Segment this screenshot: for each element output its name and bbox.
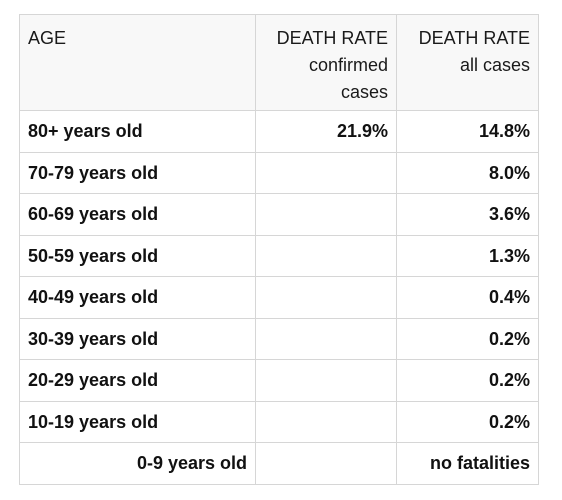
all-rate-cell: 8.0% <box>396 151 539 194</box>
table-row: 10-19 years old 0.2% <box>19 400 539 443</box>
death-rate-table-container: AGE DEATH RATE confirmed cases DEATH RAT… <box>19 14 539 485</box>
header-death-rate-confirmed-line-2: confirmed <box>308 55 388 75</box>
age-cell: 70-79 years old <box>19 151 256 194</box>
age-cell: 40-49 years old <box>19 276 256 319</box>
death-rate-by-age-table: AGE DEATH RATE confirmed cases DEATH RAT… <box>19 14 539 485</box>
header-death-rate-confirmed: DEATH RATE confirmed cases <box>255 14 397 111</box>
header-death-rate-all: DEATH RATE all cases <box>396 14 539 111</box>
confirmed-rate-cell <box>255 276 397 319</box>
age-cell: 0-9 years old <box>19 442 256 485</box>
all-rate-cell: 0.2% <box>396 359 539 402</box>
all-rate-cell: 0.4% <box>396 276 539 319</box>
header-row: AGE DEATH RATE confirmed cases DEATH RAT… <box>19 14 539 111</box>
table-row: 0-9 years old no fatalities <box>19 442 539 485</box>
table-row: 70-79 years old 8.0% <box>19 151 539 194</box>
table-row: 40-49 years old 0.4% <box>19 276 539 319</box>
table-row: 80+ years old 21.9% 14.8% <box>19 110 539 153</box>
confirmed-rate-cell <box>255 193 397 236</box>
age-cell: 20-29 years old <box>19 359 256 402</box>
confirmed-rate-cell <box>255 151 397 194</box>
age-cell: 50-59 years old <box>19 234 256 277</box>
confirmed-rate-cell <box>255 234 397 277</box>
table-row: 20-29 years old 0.2% <box>19 359 539 402</box>
all-rate-cell: 0.2% <box>396 400 539 443</box>
table-body: 80+ years old 21.9% 14.8% 70-79 years ol… <box>19 110 539 485</box>
table-row: 60-69 years old 3.6% <box>19 193 539 236</box>
table-row: 50-59 years old 1.3% <box>19 234 539 277</box>
age-cell: 30-39 years old <box>19 317 256 360</box>
all-rate-cell: 0.2% <box>396 317 539 360</box>
header-death-rate-confirmed-line-1: DEATH RATE <box>276 28 388 48</box>
all-rate-cell: 14.8% <box>396 110 539 153</box>
all-rate-cell: 1.3% <box>396 234 539 277</box>
confirmed-rate-cell <box>255 442 397 485</box>
age-cell: 10-19 years old <box>19 400 256 443</box>
confirmed-rate-cell <box>255 400 397 443</box>
confirmed-rate-cell <box>255 359 397 402</box>
age-cell: 80+ years old <box>19 110 256 153</box>
header-age: AGE <box>19 14 256 111</box>
header-death-rate-confirmed-line-3: cases <box>340 82 388 102</box>
all-rate-cell: 3.6% <box>396 193 539 236</box>
table-row: 30-39 years old 0.2% <box>19 317 539 360</box>
header-death-rate-all-line-1: DEATH RATE <box>418 28 530 48</box>
table-header: AGE DEATH RATE confirmed cases DEATH RAT… <box>19 14 539 111</box>
header-death-rate-all-line-2: all cases <box>459 55 530 75</box>
confirmed-rate-cell: 21.9% <box>255 110 397 153</box>
age-cell: 60-69 years old <box>19 193 256 236</box>
all-rate-cell: no fatalities <box>396 442 539 485</box>
confirmed-rate-cell <box>255 317 397 360</box>
